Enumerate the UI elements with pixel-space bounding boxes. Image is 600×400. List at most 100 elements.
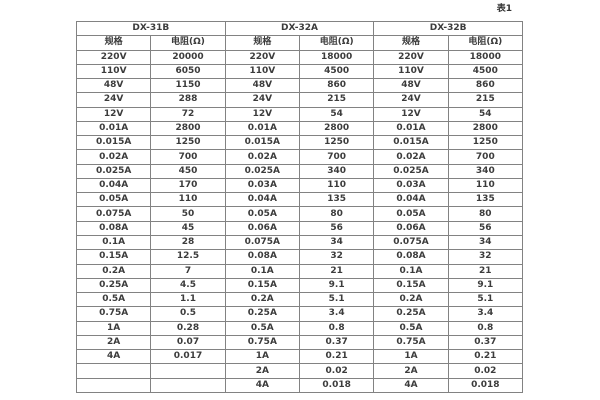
resistance-cell: 56 [298, 220, 375, 236]
spec-cell: 24V [75, 92, 152, 108]
spec-cell: 0.075A [224, 234, 300, 251]
resistance-cell: 2800 [150, 120, 226, 137]
spec-cell: 0.04A [224, 192, 300, 208]
resistance-cell: 1150 [150, 78, 226, 94]
table-row: 48V 1150 48V 860 48V 860 [75, 78, 524, 94]
spec-cell: 220V [224, 49, 300, 65]
spec-cell: 220V [75, 49, 152, 65]
spec-cell: 0.5A [373, 320, 449, 336]
spec-cell: 0.1A [75, 234, 152, 251]
resistance-cell: 450 [150, 163, 226, 179]
table-row: 2A 0.07 0.75A 0.37 0.75A 0.37 [75, 334, 524, 351]
resistance-cell: 80 [447, 206, 524, 222]
resistance-cell: 9.1 [298, 277, 375, 294]
resistance-cell: 0.28 [150, 320, 226, 336]
table-row: 0.075A 50 0.05A 80 0.05A 80 [75, 206, 524, 222]
table-row: 0.5A 1.1 0.2A 5.1 0.2A 5.1 [75, 292, 524, 308]
resistance-cell: 50 [150, 206, 226, 222]
resistance-cell: 110 [298, 177, 375, 194]
spec-cell: 0.075A [75, 206, 152, 222]
spec-cell: 0.75A [224, 334, 300, 351]
resistance-cell: 170 [150, 177, 226, 194]
spec-col-header: 规格 [373, 35, 449, 51]
resistance-cell: 56 [447, 220, 524, 236]
spec-cell: 48V [373, 78, 449, 94]
table-row: 110V 6050 110V 4500 110V 4500 [75, 63, 524, 80]
resistance-cell: 32 [447, 249, 524, 265]
table-row: 4A 0.018 4A 0.018 [75, 377, 524, 394]
resistance-cell: 2800 [298, 120, 375, 137]
table-row: 0.015A 1250 0.015A 1250 0.015A 1250 [75, 135, 524, 151]
table-row: 12V 72 12V 54 12V 54 [75, 106, 524, 122]
resistance-cell: 4500 [298, 63, 375, 80]
resistance-cell: 2800 [447, 120, 524, 137]
spec-cell: 0.01A [224, 120, 300, 137]
spec-cell: 110V [224, 63, 300, 80]
resistance-col-header: 电阻(Ω) [298, 35, 375, 51]
spec-cell: 0.05A [373, 206, 449, 222]
resistance-cell: 1250 [298, 135, 375, 151]
resistance-cell [150, 377, 226, 394]
resistance-cell: 0.5 [150, 306, 226, 322]
spec-cell: 0.015A [224, 135, 300, 151]
spec-cell: 0.25A [373, 306, 449, 322]
resistance-cell: 1250 [150, 135, 226, 151]
table-row: 0.08A 45 0.06A 56 0.06A 56 [75, 220, 524, 236]
resistance-cell: 21 [298, 263, 375, 279]
resistance-cell: 5.1 [298, 292, 375, 308]
spec-cell: 0.75A [75, 306, 152, 322]
resistance-cell: 28 [150, 234, 226, 251]
spec-cell [75, 363, 152, 379]
spec-cell: 0.25A [75, 277, 152, 294]
resistance-cell: 21 [447, 263, 524, 279]
spec-cell: 0.5A [75, 292, 152, 308]
column-header-row: 规格 电阻(Ω) 规格 电阻(Ω) 规格 电阻(Ω) [75, 35, 524, 51]
spec-cell: 1A [224, 349, 300, 365]
spec-cell: 48V [75, 78, 152, 94]
spec-cell: 0.01A [373, 120, 449, 137]
table-row: 1A 0.28 0.5A 0.8 0.5A 0.8 [75, 320, 524, 336]
table-row: 0.02A 700 0.02A 700 0.02A 700 [75, 149, 524, 165]
resistance-cell: 0.018 [298, 377, 375, 394]
resistance-cell: 45 [150, 220, 226, 236]
spec-cell: 0.25A [224, 306, 300, 322]
resistance-cell: 0.018 [447, 377, 524, 394]
resistance-cell: 0.07 [150, 334, 226, 351]
spec-cell: 2A [373, 363, 449, 379]
spec-cell [75, 377, 152, 394]
spec-cell: 0.01A [75, 120, 152, 137]
spec-cell: 0.15A [75, 249, 152, 265]
spec-cell: 0.2A [75, 263, 152, 279]
resistance-cell: 3.4 [298, 306, 375, 322]
resistance-cell: 0.02 [447, 363, 524, 379]
table-row: 0.15A 12.5 0.08A 32 0.08A 32 [75, 249, 524, 265]
table-row: 0.25A 4.5 0.15A 9.1 0.15A 9.1 [75, 277, 524, 294]
table-row: 0.01A 2800 0.01A 2800 0.01A 2800 [75, 120, 524, 137]
spec-cell: 12V [224, 106, 300, 122]
group-header: DX-31B [76, 20, 226, 37]
table-row: 4A 0.017 1A 0.21 1A 0.21 [75, 349, 524, 365]
spec-cell: 220V [373, 49, 449, 65]
resistance-cell: 110 [150, 192, 226, 208]
resistance-cell: 340 [447, 163, 524, 179]
table-row: 2A 0.02 2A 0.02 [75, 363, 524, 379]
spec-cell: 0.05A [75, 192, 152, 208]
table-row: 0.2A 7 0.1A 21 0.1A 21 [75, 263, 524, 279]
table-row: 24V 288 24V 215 24V 215 [75, 92, 524, 108]
group-header: DX-32A [224, 20, 375, 37]
spec-cell: 0.08A [75, 220, 152, 236]
spec-cell: 4A [373, 377, 449, 394]
table-row: 0.04A 170 0.03A 110 0.03A 110 [75, 177, 524, 194]
resistance-cell [150, 363, 226, 379]
spec-cell: 0.15A [224, 277, 300, 294]
spec-cell: 0.5A [224, 320, 300, 336]
resistance-cell: 700 [150, 149, 226, 165]
spec-cell: 0.05A [224, 206, 300, 222]
spec-cell: 0.075A [373, 234, 449, 251]
spec-cell: 12V [75, 106, 152, 122]
spec-cell: 1A [75, 320, 152, 336]
resistance-cell: 215 [447, 92, 524, 108]
spec-cell: 0.015A [373, 135, 449, 151]
resistance-cell: 860 [447, 78, 524, 94]
resistance-cell: 34 [298, 234, 375, 251]
